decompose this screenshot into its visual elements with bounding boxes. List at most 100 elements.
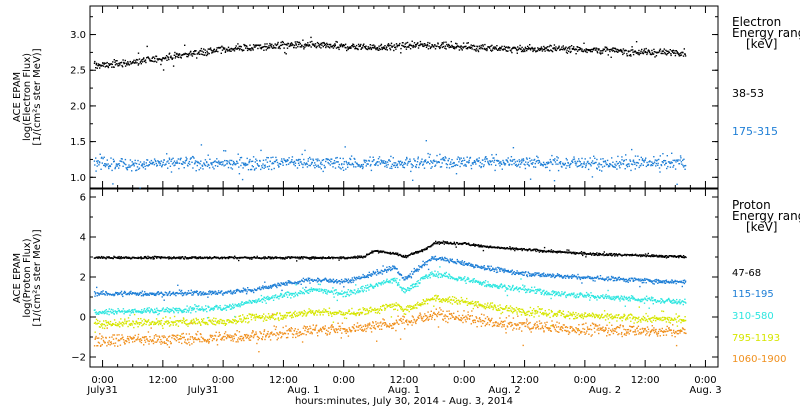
data-point (527, 161, 529, 164)
data-point (302, 258, 304, 260)
data-point (634, 155, 637, 157)
data-point (316, 45, 318, 47)
data-point (563, 47, 565, 49)
data-point (387, 163, 389, 166)
data-point (175, 294, 177, 297)
data-point (617, 253, 619, 256)
data-point (252, 156, 255, 158)
data-point (296, 257, 298, 259)
data-point (106, 65, 108, 67)
data-point (567, 162, 569, 164)
data-point (330, 161, 332, 163)
data-point (409, 158, 411, 160)
data-point (96, 162, 99, 164)
data-point (205, 256, 207, 258)
data-point (503, 163, 505, 165)
data-point (440, 166, 443, 168)
data-point (261, 287, 263, 289)
data-point (427, 246, 429, 248)
data-point (590, 165, 592, 167)
data-point (551, 274, 553, 277)
data-point (140, 257, 143, 259)
data-point (216, 158, 218, 160)
data-point (608, 164, 610, 167)
data-point (178, 53, 181, 55)
data-point (439, 166, 442, 168)
data-point (215, 50, 217, 52)
data-point (575, 162, 578, 164)
data-point (667, 165, 669, 168)
data-point (396, 253, 399, 256)
data-point (290, 281, 292, 284)
data-point (413, 45, 415, 47)
data-point (106, 292, 108, 294)
data-point (610, 278, 612, 280)
data-point (94, 60, 96, 63)
data-point (570, 275, 573, 277)
data-point (242, 291, 244, 293)
data-point (178, 256, 181, 258)
data-point (341, 44, 343, 47)
data-point (179, 159, 182, 161)
data-point (460, 157, 462, 159)
data-point (323, 164, 325, 167)
data-point (238, 45, 240, 48)
data-point (670, 54, 672, 57)
data-point (94, 293, 97, 295)
data-point (644, 253, 647, 255)
data-point (354, 255, 356, 258)
data-point (523, 163, 525, 165)
data-point (405, 256, 408, 259)
data-point (286, 44, 288, 46)
data-point (124, 310, 126, 312)
data-point (325, 46, 327, 49)
data-point (628, 54, 631, 57)
data-point (93, 62, 96, 64)
data-point (382, 270, 384, 273)
data-point (631, 277, 634, 280)
data-point (543, 48, 546, 50)
data-point (635, 161, 637, 164)
data-point (582, 254, 584, 257)
data-point (531, 46, 533, 49)
data-point (598, 252, 600, 255)
data-point (320, 42, 322, 45)
data-point (99, 162, 101, 164)
data-point (378, 272, 380, 275)
data-point (373, 46, 376, 48)
data-point (506, 270, 509, 273)
data-point (531, 48, 534, 50)
data-point (603, 278, 605, 280)
data-point (302, 163, 304, 166)
data-point (270, 46, 273, 48)
data-point (264, 164, 266, 166)
data-point (510, 50, 512, 52)
data-point (608, 278, 610, 280)
data-point (292, 256, 294, 258)
data-point (164, 294, 166, 296)
data-point (256, 289, 258, 291)
data-point (270, 256, 272, 259)
data-point (417, 270, 419, 272)
data-point (635, 52, 638, 54)
data-point (197, 305, 199, 308)
data-point (161, 310, 163, 312)
data-point (468, 262, 471, 264)
data-point (250, 168, 252, 171)
data-point (544, 47, 546, 49)
data-point (342, 166, 344, 169)
data-point (499, 270, 501, 272)
data-point (441, 257, 444, 260)
data-point (167, 167, 169, 169)
data-point (639, 52, 642, 55)
data-point (258, 257, 261, 259)
data-point (205, 54, 208, 57)
data-point (590, 48, 593, 51)
data-point (133, 163, 135, 165)
data-point (568, 277, 570, 279)
data-point (179, 258, 181, 260)
data-point (547, 250, 549, 253)
data-point (588, 277, 591, 279)
data-point (513, 271, 515, 273)
data-point (628, 279, 630, 281)
